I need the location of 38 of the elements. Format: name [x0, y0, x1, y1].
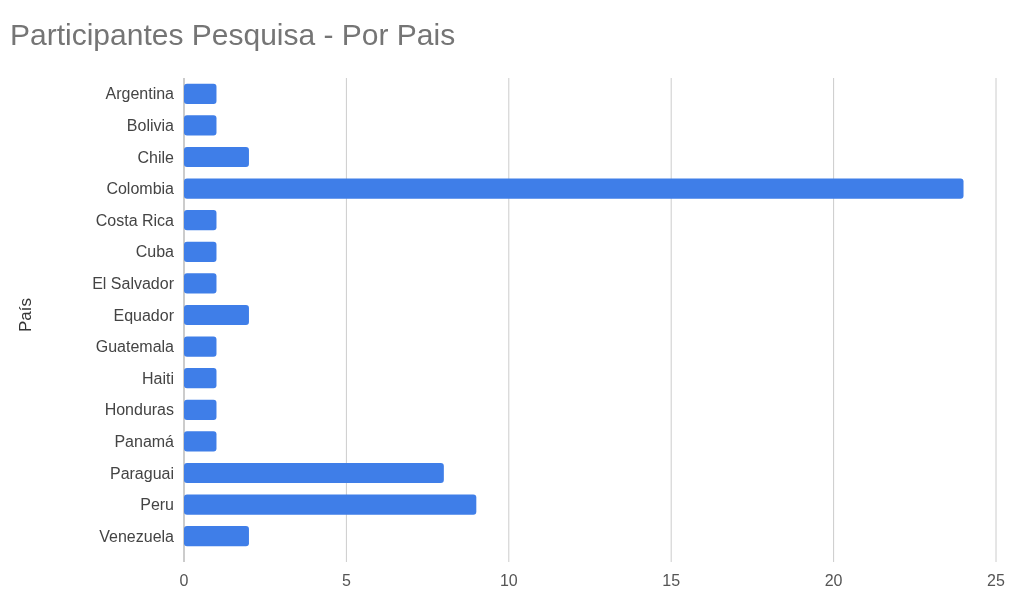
y-tick-label: Colombia [106, 180, 175, 198]
bar [184, 241, 217, 262]
bar [184, 83, 217, 104]
y-tick-label: El Salvador [92, 275, 175, 292]
bar [184, 462, 444, 484]
bar [184, 368, 217, 389]
x-tick-label: 15 [662, 572, 681, 589]
y-tick-label: Peru [140, 496, 174, 514]
bar [184, 431, 217, 452]
y-tick-label: Chile [137, 148, 175, 166]
y-tick-label: Panamá [114, 433, 175, 450]
y-tick-label: Costa Rica [95, 211, 175, 229]
bar [184, 273, 217, 294]
bar [184, 304, 249, 326]
y-tick-label: Venezuela [99, 527, 175, 545]
y-tick-label: Honduras [104, 401, 174, 419]
bar [184, 399, 217, 420]
bar [184, 178, 964, 199]
x-tick-label: 0 [179, 572, 189, 589]
x-tick-label: 25 [987, 572, 1005, 589]
chart-title: Participantes Pesquisa - Por Pais [10, 18, 456, 51]
y-tick-label: Cuba [135, 243, 175, 261]
bar [184, 115, 217, 136]
x-tick-label: 10 [499, 572, 518, 589]
y-tick-label: Haiti [141, 369, 174, 387]
y-tick-label: Argentina [105, 85, 175, 103]
y-tick-label: Bolivia [126, 117, 175, 134]
y-tick-label: Paraguai [109, 464, 174, 482]
x-tick-label: 5 [341, 572, 351, 589]
bar [184, 494, 477, 515]
y-tick-label: Equador [113, 306, 175, 324]
y-axis-title: País [16, 297, 35, 333]
y-tick-label: Guatemala [95, 338, 175, 356]
x-tick-label: 20 [824, 572, 843, 589]
bar [184, 336, 217, 357]
bar [184, 146, 249, 168]
bar [184, 526, 249, 547]
bar [184, 210, 217, 231]
